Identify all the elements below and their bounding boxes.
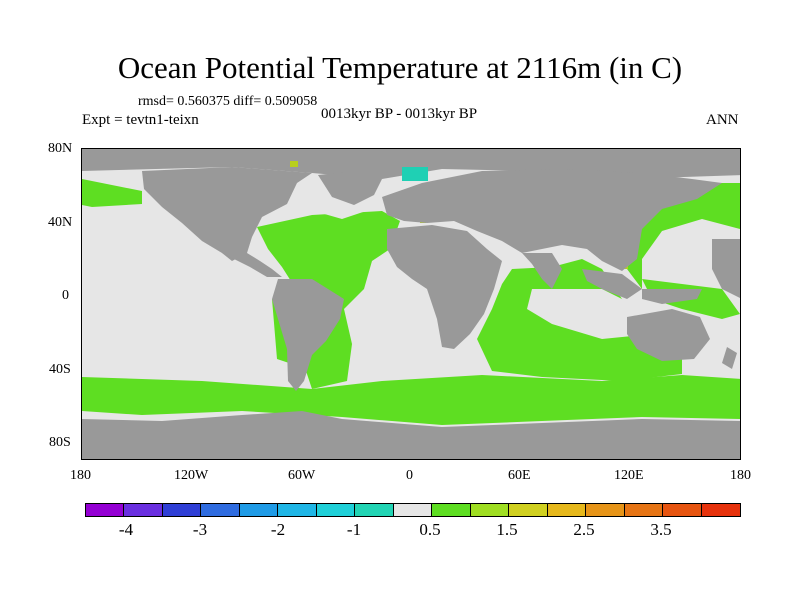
ne-pacific-warm-strip — [82, 179, 142, 207]
lon-label-180e: 180 — [730, 468, 751, 483]
colorbar-swatch — [663, 504, 702, 516]
season-label: ANN — [706, 112, 739, 128]
colorbar-label: -2 — [270, 520, 286, 539]
lon-label-60w: 60W — [288, 468, 316, 483]
yellow-spot-arctic — [290, 161, 298, 167]
new-zealand — [722, 347, 737, 369]
greenland — [318, 171, 382, 205]
indian-neutral-patch — [527, 289, 652, 339]
colorbar-label: 0.5 — [419, 520, 441, 539]
colorbar-swatch — [470, 504, 510, 516]
stats-label: rmsd= 0.560375 diff= 0.509058 — [138, 94, 318, 109]
central-america — [222, 253, 282, 277]
lat-label-80n: 80N — [48, 141, 73, 156]
map-panel — [81, 148, 741, 460]
southeast-asia — [582, 269, 642, 299]
colorbar-swatch — [316, 504, 356, 516]
australia — [627, 309, 710, 361]
colorbar — [85, 503, 742, 517]
africa — [387, 225, 502, 349]
lat-label-40s: 40S — [49, 362, 71, 377]
temperature-map — [82, 149, 740, 459]
colorbar-label: 1.5 — [496, 520, 518, 539]
lon-label-180w: 180 — [70, 468, 91, 483]
colorbar-swatch — [509, 504, 548, 516]
colorbar-label: 2.5 — [573, 520, 595, 539]
southern-ocean-warm-band — [82, 375, 740, 425]
colorbar-swatch — [355, 504, 394, 516]
colorbar-swatch — [162, 504, 202, 516]
colorbar-label: -4 — [118, 520, 134, 539]
colorbar-label: 3.5 — [650, 520, 672, 539]
e-pacific-mask — [712, 239, 740, 298]
colorbar-swatch — [393, 504, 433, 516]
colorbar-label: -3 — [192, 520, 208, 539]
colorbar-label: -1 — [346, 520, 362, 539]
india — [522, 253, 562, 289]
lon-label-120e: 120E — [614, 468, 644, 483]
colorbar-swatch — [624, 504, 664, 516]
colorbar-swatch — [432, 504, 471, 516]
colorbar-swatch — [201, 504, 240, 516]
experiment-label: Expt = tevtn1-teixn — [82, 112, 199, 128]
lon-label-120w: 120W — [174, 468, 209, 483]
lat-label-0: 0 — [62, 288, 69, 303]
lon-label-60e: 60E — [508, 468, 531, 483]
lat-label-40n: 40N — [48, 215, 73, 230]
indonesia — [642, 289, 702, 304]
colorbar-swatch — [239, 504, 279, 516]
eurasia — [382, 169, 722, 271]
south-america — [272, 279, 344, 391]
lon-label-0: 0 — [406, 468, 413, 483]
colorbar-swatch — [586, 504, 625, 516]
colorbar-swatch — [124, 504, 163, 516]
cool-patch — [402, 167, 428, 181]
colorbar-swatch — [278, 504, 317, 516]
lat-label-80s: 80S — [49, 435, 71, 450]
antarctica — [82, 411, 740, 459]
north-america — [142, 167, 312, 261]
colorbar-swatch — [701, 504, 741, 516]
plot-title: Ocean Potential Temperature at 2116m (in… — [117, 50, 683, 85]
period-label: 0013kyr BP - 0013kyr BP — [321, 106, 478, 122]
colorbar-swatch — [86, 504, 125, 516]
colorbar-swatch — [547, 504, 587, 516]
